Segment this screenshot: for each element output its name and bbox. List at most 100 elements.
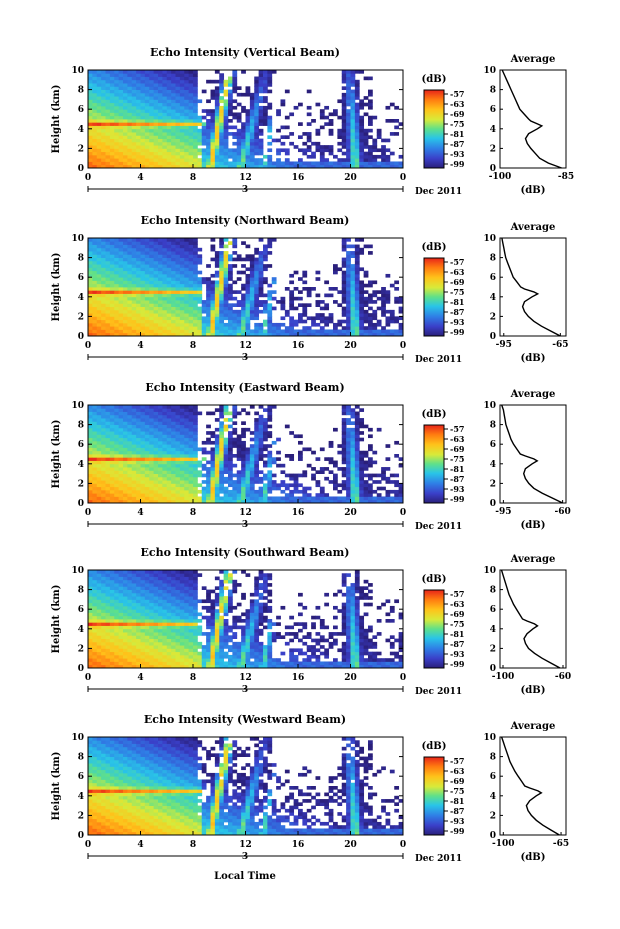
heatmap-cell [263,319,268,324]
heatmap-cell [228,457,233,461]
heatmap-cell [171,241,176,245]
heatmap-cell [394,480,400,484]
heatmap-cell [214,270,220,275]
heatmap-cell [136,434,141,439]
heatmap-cell [166,135,172,139]
heatmap-cell [188,431,194,435]
heatmap-cell [158,254,163,258]
heatmap-cell [350,431,356,435]
heatmap-cell [184,247,190,252]
heatmap-cell [337,161,343,166]
heatmap-cell [241,476,246,481]
heatmap-cell [263,306,268,311]
heatmap-cell [144,105,150,110]
heatmap-cell [127,440,133,445]
heatmap-cell [245,161,251,166]
heatmap-cell [389,489,395,494]
heatmap-cell [131,128,137,133]
heatmap-cell [289,454,295,458]
heatmap-cell [258,405,264,409]
heatmap-cell [162,300,168,304]
heatmap-cell [149,83,155,87]
heatmap-cell [166,483,172,488]
heatmap-cell [162,145,168,149]
heatmap-cell [166,499,172,504]
heatmap-cell [175,264,181,268]
heatmap-cell [92,99,98,104]
heatmap-cell [153,251,159,255]
heatmap-cell [245,319,251,324]
heatmap-cell [131,408,137,412]
heatmap-cell [149,444,155,448]
heatmap-cell [158,79,163,84]
heatmap-cell [184,283,190,288]
heatmap-cell [114,151,120,156]
heatmap-cell [144,457,150,461]
heatmap-cell [88,467,93,471]
heatmap-cell [223,476,229,481]
heatmap-cell [241,457,246,461]
heatmap-cell [346,499,351,504]
heatmap-cell [88,322,93,327]
heatmap-cell [140,303,146,307]
heatmap-cell [118,457,124,461]
heatmap-cell [96,658,102,662]
heatmap-cell [144,408,150,412]
heatmap-cell [236,411,242,416]
heatmap-cell [136,651,141,656]
heatmap-cell [109,411,115,416]
heatmap-cell [88,473,93,478]
heatmap-cell [136,119,141,123]
heatmap-cell [144,467,150,471]
heatmap-cell [363,316,369,321]
heatmap-cell [201,493,207,497]
heatmap-cell [175,319,181,324]
heatmap-cell [136,605,141,610]
heatmap-cell [263,293,268,298]
heatmap-cell [149,238,155,242]
heatmap-cell [359,493,365,497]
heatmap-cell [228,309,233,314]
heatmap-cell [228,273,233,278]
heatmap-cell [171,270,176,275]
heatmap-cell [368,434,373,439]
heatmap-cell [210,473,216,478]
heatmap-cell [118,73,124,77]
heatmap-cell [171,287,176,291]
heatmap-cell [144,309,150,314]
colorbar-tick-label: -63 [450,434,465,444]
heatmap-cell [158,326,163,330]
heatmap-cell [368,148,373,153]
heatmap-cell [289,300,295,304]
heatmap-cell [206,109,211,113]
heatmap-cell [302,306,308,311]
heatmap-cell [267,496,273,501]
heatmap-cell [136,635,141,639]
heatmap-cell [263,96,268,100]
heatmap-cell [223,251,229,255]
heatmap-cell [214,287,220,291]
heatmap-cell [236,112,242,117]
heatmap-cell [114,414,120,419]
heatmap-cell [158,454,163,458]
heatmap-cell [254,313,260,317]
heatmap-cell [158,267,163,272]
heatmap-cell [114,254,120,258]
heatmap-cell [136,313,141,317]
heatmap-cell [354,92,360,97]
heatmap-cell [354,141,360,146]
heatmap-cell [368,496,373,501]
heatmap-cell [166,421,172,425]
heatmap-cell [228,313,233,317]
heatmap-cell [153,247,159,252]
heatmap-cell [131,83,137,87]
heatmap-cell [197,247,203,252]
heatmap-cell [127,141,133,146]
heatmap-cell [359,483,365,488]
heatmap-cell [153,92,159,97]
heatmap-cell [158,463,163,468]
heatmap-cell [306,447,312,452]
heatmap-cell [92,313,98,317]
heatmap-cell [92,602,98,607]
heatmap-cell [341,470,347,474]
